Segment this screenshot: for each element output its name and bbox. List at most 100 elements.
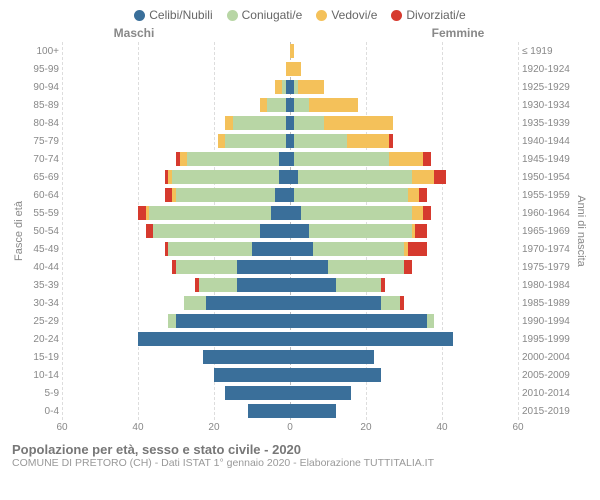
age-label: 35-39 (26, 276, 62, 294)
birth-label: 1980-1984 (522, 276, 574, 294)
legend-label: Coniugati/e (242, 8, 303, 22)
bar-male (62, 278, 290, 292)
segment (290, 62, 301, 76)
age-label: 65-69 (26, 168, 62, 186)
x-tick: 60 (56, 422, 67, 433)
age-label: 50-54 (26, 222, 62, 240)
bar-row (62, 240, 518, 258)
bar-male (62, 296, 290, 310)
x-axis: 6040200204060 (12, 422, 588, 436)
bar-row (62, 366, 518, 384)
population-pyramid-chart: Celibi/Nubili Coniugati/e Vedovi/e Divorzia… (0, 0, 600, 500)
segment (275, 188, 290, 202)
x-tick: 20 (208, 422, 219, 433)
birth-label: 1950-1954 (522, 168, 574, 186)
segment (176, 314, 290, 328)
gender-labels: Maschi Femmine (12, 26, 588, 40)
segment (260, 98, 268, 112)
bar-female (290, 62, 518, 76)
age-label: 95-99 (26, 60, 62, 78)
age-label: 15-19 (26, 348, 62, 366)
segment (423, 206, 431, 220)
segment (294, 116, 324, 130)
bar-female (290, 404, 518, 418)
x-tick: 40 (436, 422, 447, 433)
segment (290, 170, 298, 184)
segment (389, 134, 393, 148)
age-label: 30-34 (26, 294, 62, 312)
segment (218, 134, 226, 148)
bars (62, 42, 518, 420)
segment (176, 188, 275, 202)
segment (298, 170, 412, 184)
segment (309, 224, 412, 238)
bar-female (290, 278, 518, 292)
bar-row (62, 42, 518, 60)
bar-male (62, 44, 290, 58)
bar-male (62, 332, 290, 346)
segment (138, 332, 290, 346)
gridline (518, 42, 519, 420)
segment (336, 278, 382, 292)
bar-row (62, 258, 518, 276)
segment (203, 350, 290, 364)
bar-male (62, 188, 290, 202)
segment (248, 404, 290, 418)
birth-label: 2005-2009 (522, 366, 574, 384)
segment (206, 296, 290, 310)
bar-male (62, 224, 290, 238)
bar-male (62, 386, 290, 400)
birth-label: 2010-2014 (522, 384, 574, 402)
segment (214, 368, 290, 382)
segment (233, 116, 286, 130)
age-label: 45-49 (26, 240, 62, 258)
age-label: 10-14 (26, 366, 62, 384)
bar-female (290, 134, 518, 148)
bar-female (290, 206, 518, 220)
age-label: 60-64 (26, 186, 62, 204)
legend-swatch (227, 10, 238, 21)
age-label: 80-84 (26, 114, 62, 132)
chart-title: Popolazione per età, sesso e stato civil… (12, 442, 588, 457)
birth-label: ≤ 1919 (522, 42, 574, 60)
legend-label: Celibi/Nubili (149, 8, 212, 22)
legend-label: Vedovi/e (331, 8, 377, 22)
legend-item: Divorziati/e (391, 8, 465, 22)
legend-swatch (391, 10, 402, 21)
segment (168, 314, 176, 328)
birth-label: 1945-1949 (522, 150, 574, 168)
segment (290, 224, 309, 238)
segment (149, 206, 271, 220)
age-label: 75-79 (26, 132, 62, 150)
bar-row (62, 222, 518, 240)
segment (168, 242, 252, 256)
segment (400, 296, 404, 310)
segment (381, 296, 400, 310)
bar-female (290, 152, 518, 166)
segment (324, 116, 392, 130)
bar-male (62, 62, 290, 76)
birth-label: 1925-1929 (522, 78, 574, 96)
segment (279, 170, 290, 184)
bar-row (62, 114, 518, 132)
legend-swatch (316, 10, 327, 21)
legend-item: Celibi/Nubili (134, 8, 212, 22)
segment (252, 242, 290, 256)
segment (415, 224, 426, 238)
age-label: 90-94 (26, 78, 62, 96)
bar-female (290, 170, 518, 184)
birth-label: 1930-1934 (522, 96, 574, 114)
segment (290, 404, 336, 418)
segment (153, 224, 259, 238)
bar-row (62, 384, 518, 402)
age-label: 70-74 (26, 150, 62, 168)
legend-item: Vedovi/e (316, 8, 377, 22)
segment (172, 170, 278, 184)
bar-row (62, 204, 518, 222)
segment (267, 98, 286, 112)
segment (301, 206, 411, 220)
segment (199, 278, 237, 292)
legend: Celibi/Nubili Coniugati/e Vedovi/e Divorzia… (12, 8, 588, 22)
segment (423, 152, 431, 166)
age-label: 85-89 (26, 96, 62, 114)
